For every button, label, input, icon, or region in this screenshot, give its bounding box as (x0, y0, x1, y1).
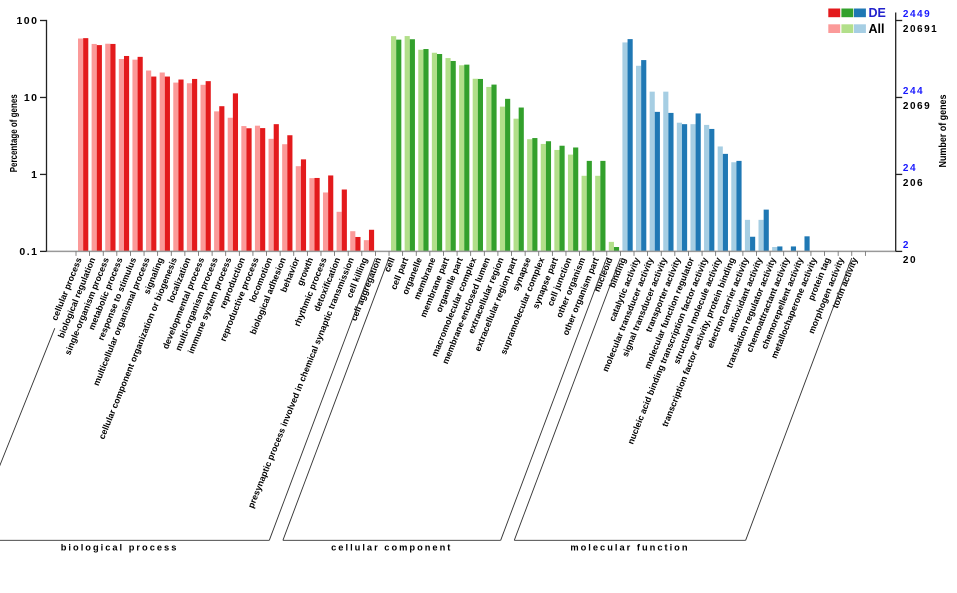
svg-text:2069: 2069 (903, 101, 931, 112)
svg-text:2449: 2449 (903, 9, 931, 20)
svg-text:0.1: 0.1 (19, 246, 38, 258)
svg-text:100: 100 (16, 15, 38, 27)
svg-text:20691: 20691 (903, 24, 938, 35)
svg-text:molecular function: molecular function (570, 543, 689, 553)
svg-text:All: All (869, 22, 885, 36)
svg-text:10: 10 (24, 92, 39, 104)
svg-text:Number of genes: Number of genes (938, 94, 949, 167)
svg-text:biological process: biological process (61, 543, 179, 553)
svg-text:2: 2 (903, 240, 910, 251)
svg-text:Percentage of genes: Percentage of genes (9, 94, 20, 172)
svg-text:244: 244 (903, 86, 924, 97)
svg-text:24: 24 (903, 163, 917, 174)
svg-text:20: 20 (903, 255, 917, 266)
svg-text:1: 1 (31, 169, 38, 181)
svg-text:DE: DE (869, 6, 886, 20)
svg-text:206: 206 (903, 178, 924, 189)
svg-text:cellular component: cellular component (331, 543, 452, 553)
